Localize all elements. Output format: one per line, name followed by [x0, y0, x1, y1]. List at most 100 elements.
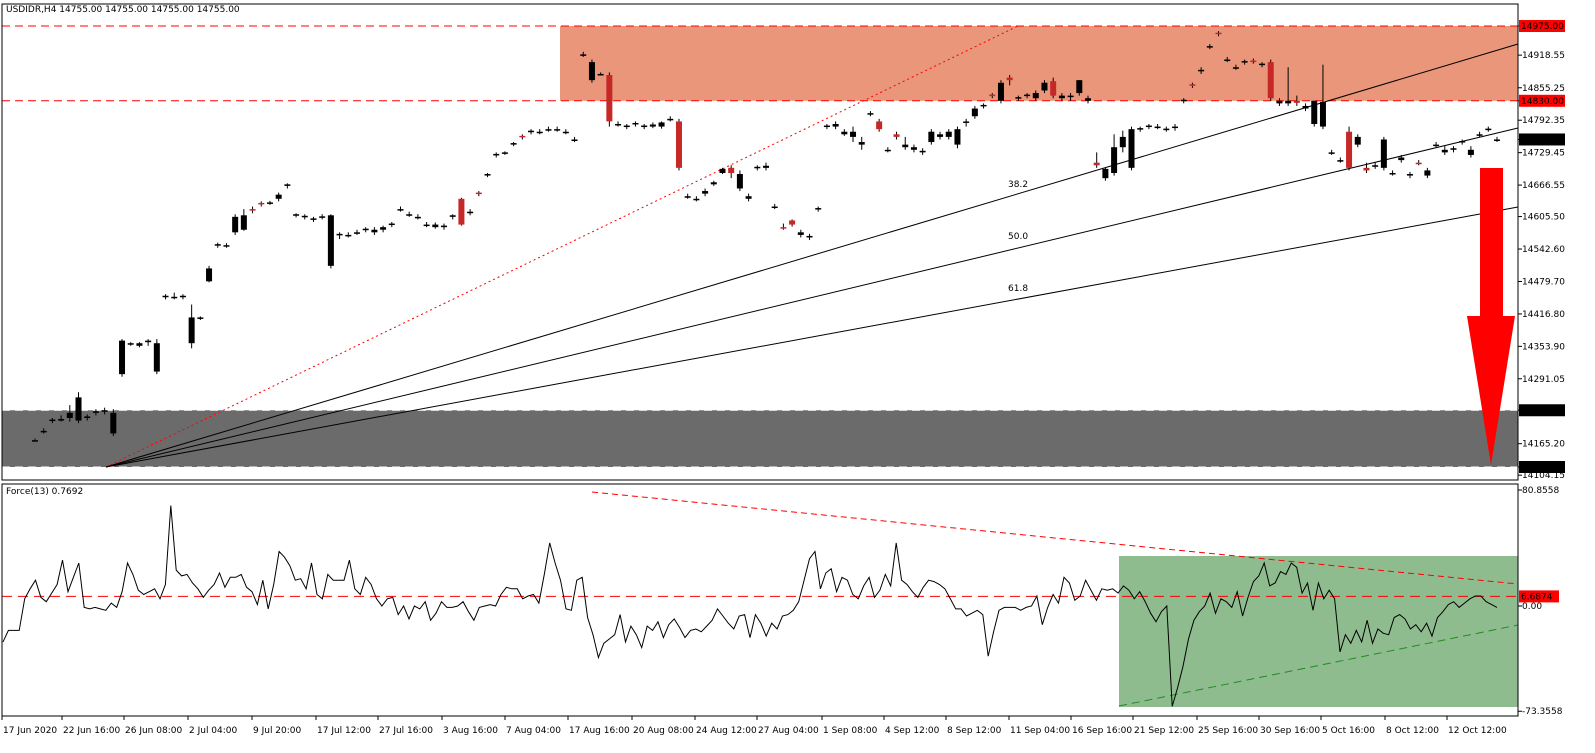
candle-body: [319, 216, 326, 218]
candle-body: [49, 419, 56, 422]
candle-body: [1476, 134, 1483, 136]
price-axis-label: 14918.55: [1522, 51, 1565, 61]
candle-body: [623, 125, 630, 128]
price-tag-box: [1519, 94, 1565, 107]
candle-body: [815, 208, 822, 210]
candle-body: [66, 412, 73, 418]
candle-body: [1084, 98, 1091, 101]
force-descending-trendline: [591, 491, 1519, 585]
candle-body: [841, 131, 848, 135]
candle-body: [719, 168, 726, 173]
candle-body: [1276, 100, 1283, 104]
candle-body: [1015, 97, 1022, 99]
fibonacci-fan: [105, 25, 1519, 468]
candle-body: [780, 227, 787, 229]
price-axis-label: 14792.35: [1522, 116, 1565, 126]
price-tag-box: [1519, 20, 1565, 32]
time-axis: 17 Jun 2020 22 Jun 16:00 26 Jun 08:00 2 Jul…: [1, 716, 1507, 736]
candle-body: [40, 430, 47, 433]
candle-body: [284, 184, 291, 186]
fib-label-61: 61.8: [1008, 284, 1028, 294]
time-axis-label: 4 Sep 12:00: [885, 726, 940, 736]
candle-body: [397, 209, 404, 211]
candle-body: [562, 131, 569, 134]
price-tag-label: 14230.00: [1521, 406, 1564, 416]
candle-body: [310, 218, 317, 220]
time-axis-label: 7 Aug 04:00: [506, 726, 561, 736]
candle-body: [736, 174, 743, 189]
candle-body: [580, 54, 587, 56]
price-tag-label: 14120.00: [1521, 463, 1564, 473]
candle-body: [501, 152, 508, 154]
candle-body: [249, 209, 256, 211]
candle-body: [945, 131, 952, 137]
candle-body: [101, 410, 108, 412]
price-axis-label: 14291.05: [1522, 375, 1565, 385]
price-tag-label: 14755.00: [1521, 135, 1564, 145]
candle-body: [771, 206, 778, 209]
candle-body: [1398, 157, 1405, 161]
chart-title: USDIDR,H4 14755.00 14755.00 14755.00 147…: [6, 5, 240, 15]
candle-body: [832, 124, 839, 127]
time-axis-label: 5 Oct 16:00: [1322, 726, 1375, 736]
candle-body: [1363, 167, 1370, 171]
candle-body: [893, 134, 900, 137]
candle-body: [997, 82, 1004, 101]
candle-body: [475, 192, 482, 195]
price-tag-label: 14975.00: [1521, 22, 1564, 32]
time-axis-label: 27 Aug 04:00: [758, 726, 819, 736]
candle-body: [197, 317, 204, 319]
time-axis-label: 17 Aug 16:00: [569, 726, 630, 736]
candle-body: [571, 139, 578, 142]
force-tags: 6.6874: [1519, 590, 1559, 603]
price-pane[interactable]: 38.2 50.0 61.8 USDIDR,H4 14755.00 14755.…: [2, 5, 1519, 468]
candle-body: [1433, 144, 1440, 147]
candle-body: [240, 215, 247, 230]
candle-body: [1111, 147, 1118, 173]
candle-body: [536, 131, 543, 134]
price-tag-14120.00: 14120.00: [1519, 461, 1565, 473]
candle-body: [1154, 126, 1161, 129]
candle-body: [223, 245, 230, 247]
time-axis-label: 22 Jun 16:00: [63, 726, 120, 736]
time-axis-label: 2 Jul 04:00: [189, 726, 238, 736]
candle-body: [1224, 59, 1231, 62]
time-axis-label: 25 Sep 16:00: [1198, 726, 1258, 736]
candle-body: [850, 131, 857, 137]
time-axis-label: 3 Aug 16:00: [443, 726, 498, 736]
candle-body: [1041, 82, 1048, 91]
price-axis-label: 14479.70: [1522, 277, 1565, 287]
candle-body: [684, 196, 691, 198]
time-axis-label: 8 Sep 12:00: [947, 726, 1002, 736]
candle-body: [641, 125, 648, 128]
candle-body: [1102, 168, 1109, 179]
price-tag-14975.00: 14975.00: [1519, 20, 1565, 32]
fib-fan-line-50: [105, 127, 1519, 468]
candle-body: [980, 104, 987, 107]
candle-body: [884, 149, 891, 152]
force-pane[interactable]: Force(13) 0.7692: [2, 487, 1519, 707]
pane-frames: [1, 3, 1519, 717]
resistance-zone: [560, 26, 1518, 101]
candle-body: [110, 412, 117, 434]
price-pane-frame: [1, 3, 1519, 481]
force-axis: 80.8558 0.00 -73.3558: [1518, 486, 1563, 717]
candle-body: [1250, 60, 1257, 63]
time-axis-label: 30 Sep 16:00: [1260, 726, 1320, 736]
candle-body: [1302, 105, 1309, 109]
candle-body: [1285, 100, 1292, 104]
candle-body: [188, 317, 195, 344]
candle-body: [84, 416, 91, 418]
candle-body: [1093, 162, 1100, 166]
candle-body: [1163, 128, 1170, 131]
candle-body: [1206, 46, 1213, 48]
time-axis-label: 12 Oct 12:00: [1448, 726, 1507, 736]
price-axis-label: 14165.20: [1522, 440, 1565, 450]
candle-body: [649, 124, 656, 127]
candle-body: [763, 165, 769, 168]
candle-body: [1389, 173, 1396, 175]
candle-body: [1450, 148, 1457, 150]
price-axis-label: 14729.45: [1522, 149, 1565, 159]
time-axis-label: 1 Sep 08:00: [823, 726, 878, 736]
time-axis-label: 17 Jul 12:00: [317, 726, 371, 736]
